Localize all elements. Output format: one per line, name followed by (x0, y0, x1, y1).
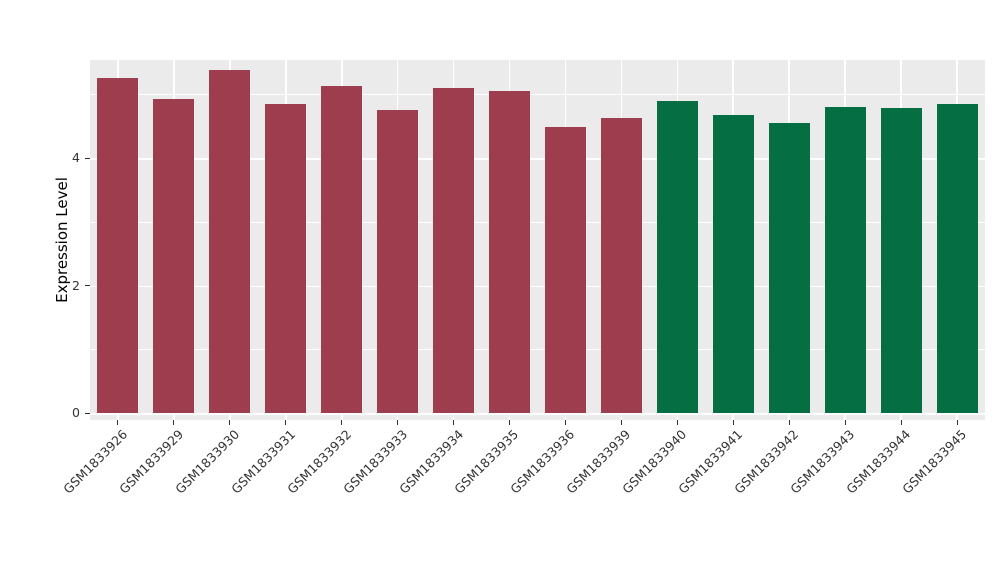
minor-gridline (90, 221, 985, 223)
bar-GSM1833936 (544, 127, 586, 413)
x-tick-mark (341, 420, 343, 425)
x-tick-mark (453, 420, 455, 425)
bar-GSM1833926 (97, 78, 139, 413)
y-tick-mark (85, 412, 90, 414)
bar-GSM1833930 (209, 70, 251, 413)
bar-GSM1833929 (153, 98, 195, 413)
x-tick-mark (956, 420, 958, 425)
x-tick-mark (676, 420, 678, 425)
bar-GSM1833942 (768, 122, 810, 413)
plot-panel (90, 60, 985, 420)
y-tick-mark (85, 157, 90, 159)
minor-gridline (90, 349, 985, 351)
y-tick-label: 2 (72, 277, 80, 293)
major-gridline (90, 285, 985, 288)
x-tick-mark (564, 420, 566, 425)
y-tick-mark (85, 285, 90, 286)
y-tick-label: 4 (72, 150, 80, 165)
bar-GSM1833931 (265, 103, 307, 413)
x-tick-mark (397, 420, 399, 425)
bar-GSM1833939 (600, 117, 642, 413)
bar-GSM1833940 (656, 100, 698, 413)
major-gridline (90, 413, 985, 415)
bar-GSM1833941 (712, 115, 754, 413)
x-tick-mark (229, 420, 231, 425)
bar-GSM1833933 (377, 110, 419, 413)
minor-gridline (90, 94, 985, 96)
x-tick-mark (117, 420, 119, 425)
x-tick-mark (285, 420, 287, 425)
bar-GSM1833935 (489, 91, 531, 413)
y-tick-label: 0 (72, 405, 80, 420)
x-tick-mark (732, 420, 734, 425)
x-tick-mark (173, 420, 175, 425)
x-tick-mark (788, 420, 790, 425)
x-tick-mark (620, 420, 622, 425)
major-gridline (90, 158, 985, 160)
bar-GSM1833932 (321, 85, 363, 413)
x-tick-mark (900, 420, 902, 425)
bar-GSM1833944 (880, 108, 922, 413)
x-tick-mark (844, 420, 846, 425)
bar-GSM1833945 (936, 104, 978, 413)
x-tick-mark (509, 420, 511, 425)
bar-GSM1833934 (433, 87, 475, 413)
bar-GSM1833943 (824, 107, 866, 413)
